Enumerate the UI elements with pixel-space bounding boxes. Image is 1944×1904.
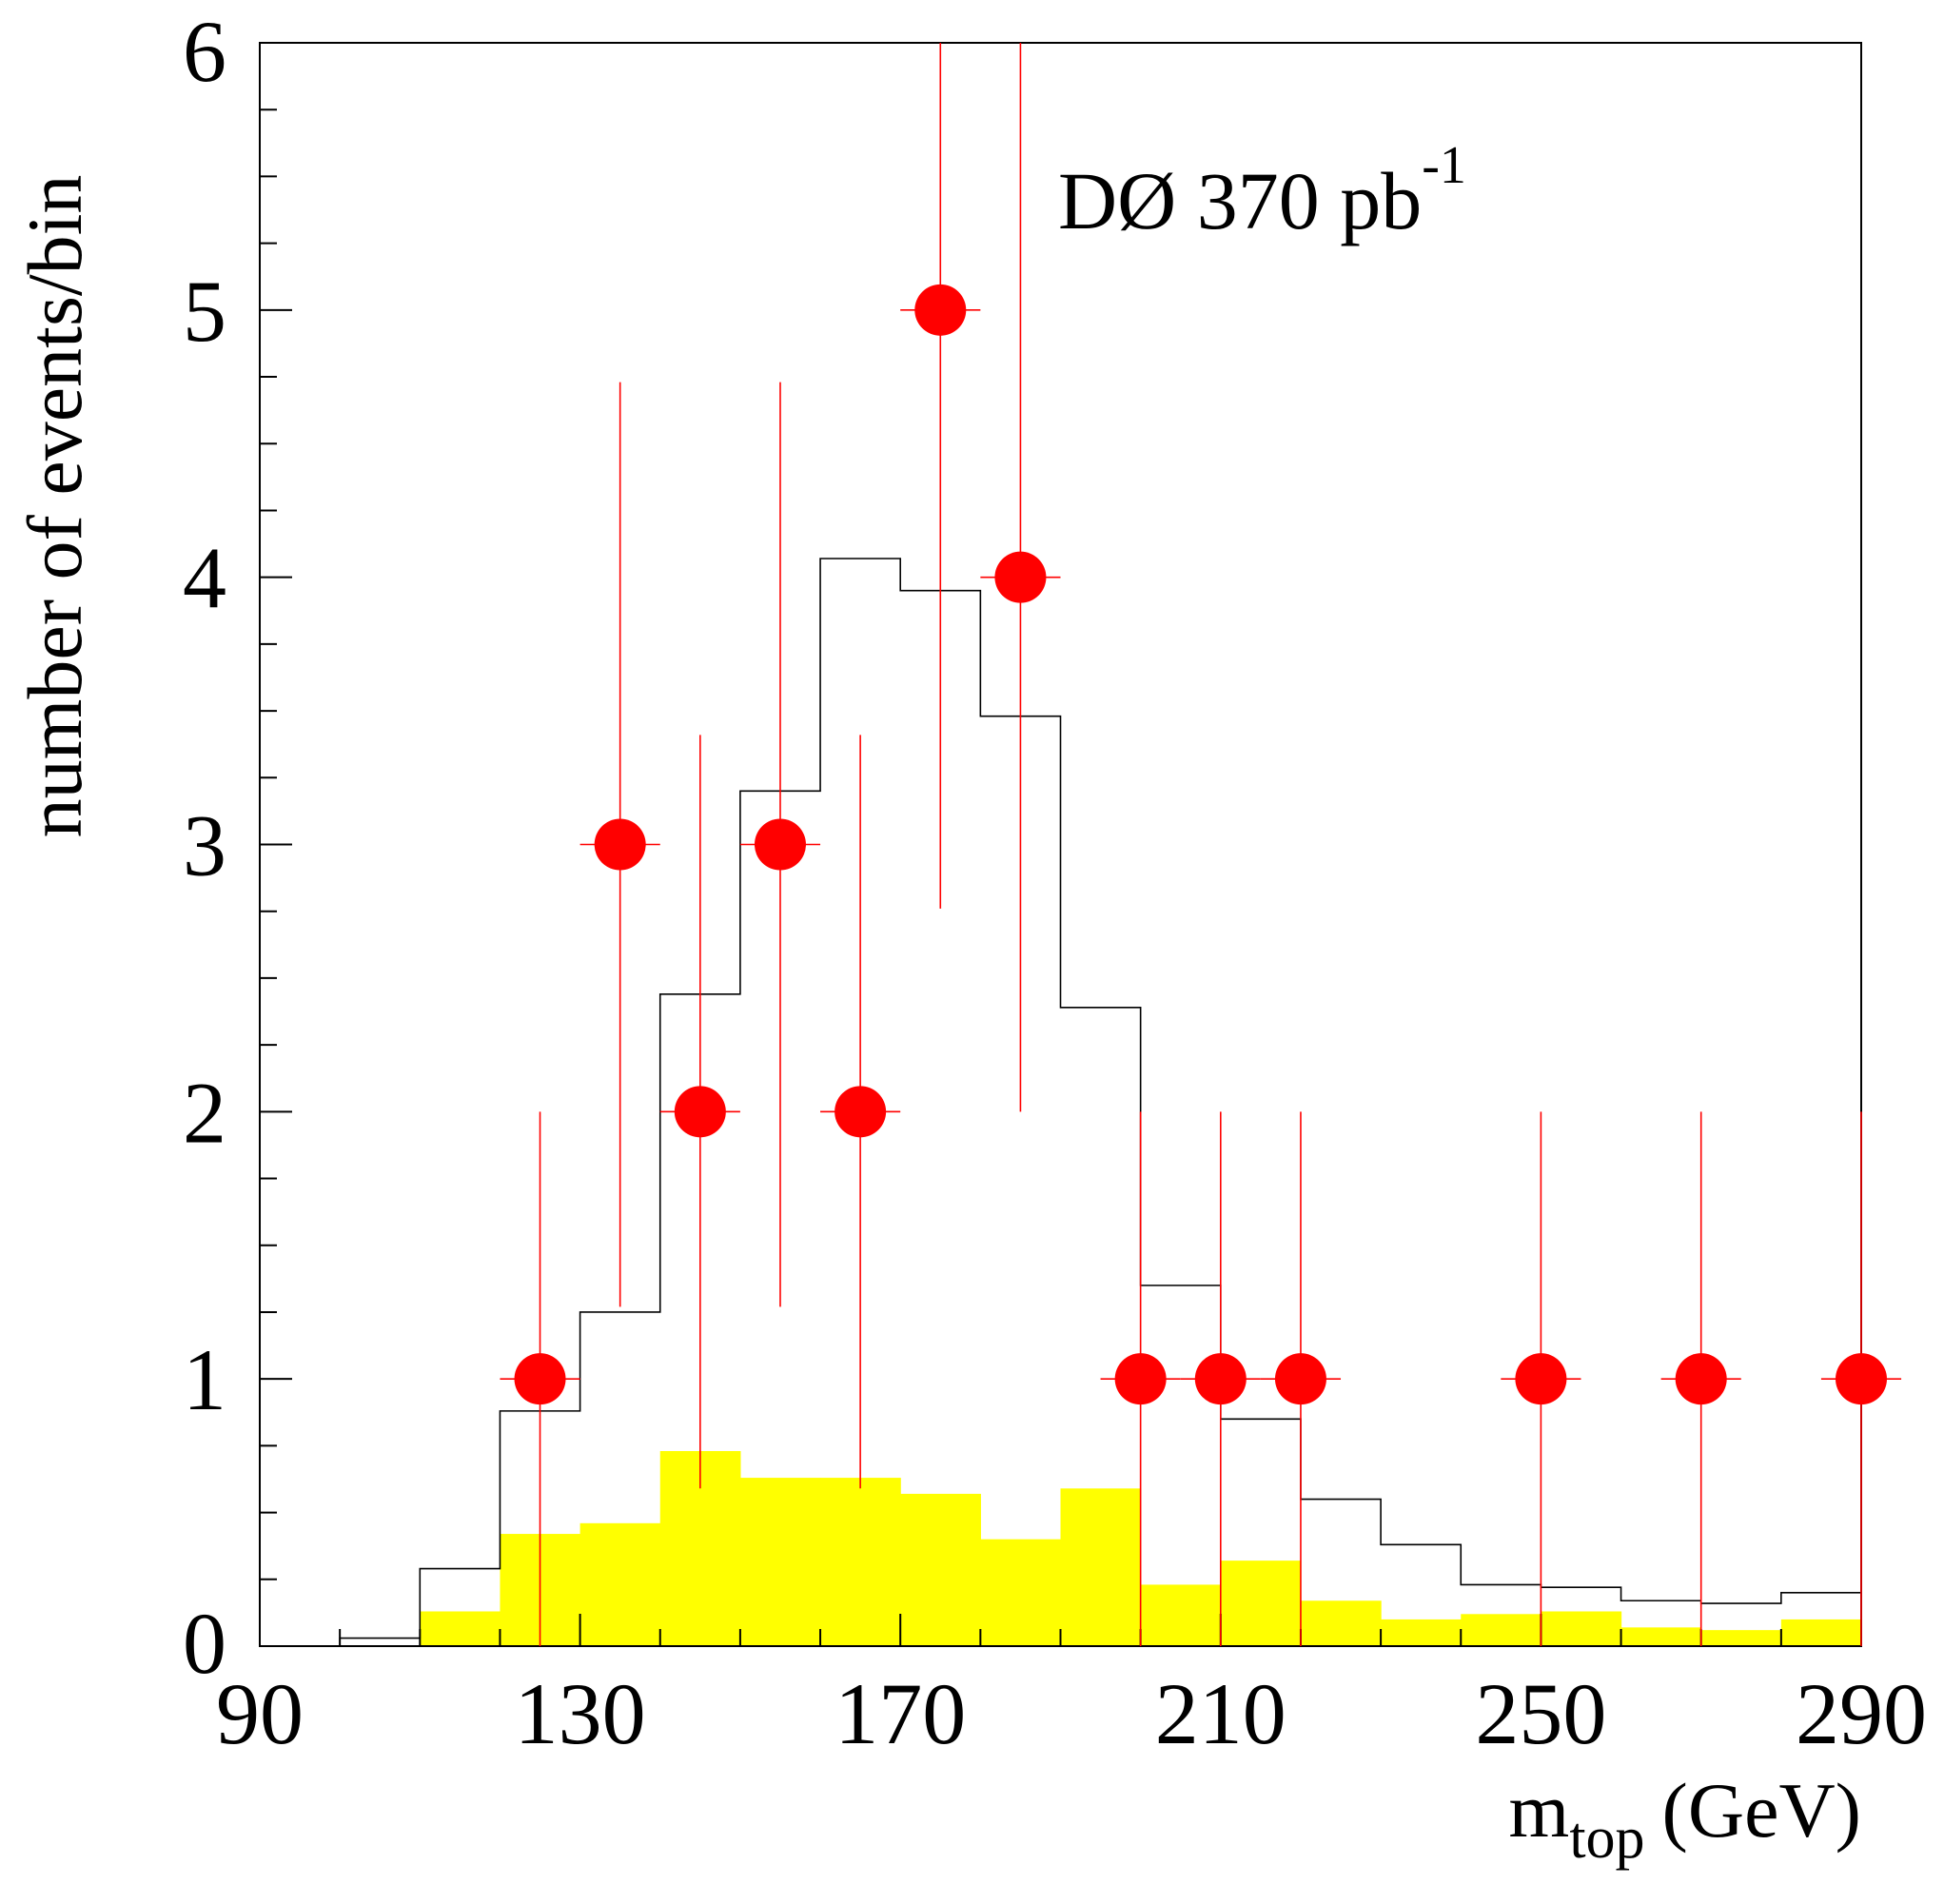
y-tick-label: 2 — [183, 1064, 226, 1161]
experiment-annotation: DØ 370 pb-1 — [1058, 136, 1466, 246]
y-tick-label: 0 — [183, 1595, 226, 1692]
plot-frame — [259, 42, 1862, 1647]
xlabel-subscript: top — [1569, 1806, 1644, 1871]
data-point — [579, 382, 660, 1307]
data-point — [820, 735, 901, 1489]
data-marker — [1515, 1353, 1567, 1405]
ylabel: number of events/bin — [11, 175, 98, 838]
background-bin — [739, 1478, 821, 1646]
data-marker — [674, 1086, 726, 1138]
background-bin — [1381, 1619, 1462, 1646]
y-tick-label: 5 — [183, 263, 226, 360]
data-point — [1100, 1111, 1181, 1646]
annotation-superscript: -1 — [1422, 136, 1466, 195]
background-bin — [1220, 1560, 1302, 1646]
data-marker — [514, 1353, 566, 1405]
data-point — [739, 382, 821, 1307]
data-marker — [594, 818, 646, 871]
tick-labels: 90 130 170 210 250 290 0 1 2 3 4 5 6 — [183, 3, 1927, 1762]
data-marker — [914, 284, 967, 336]
data-marker — [1194, 1353, 1247, 1405]
data-point — [500, 1111, 580, 1646]
x-tick-label: 90 — [216, 1665, 304, 1762]
background-bin — [1700, 1630, 1782, 1646]
data-point — [1260, 1111, 1342, 1646]
data-point — [1660, 1111, 1741, 1646]
background-bin — [1620, 1627, 1702, 1646]
xlabel-main: m — [1509, 1767, 1570, 1854]
data-marker — [754, 818, 806, 871]
data-marker — [994, 551, 1047, 603]
data-point — [659, 735, 740, 1489]
data-point — [980, 43, 1061, 1112]
background-bin — [1780, 1619, 1862, 1646]
x-tick-label: 250 — [1475, 1665, 1606, 1762]
data-point — [1820, 1111, 1902, 1646]
background-bin — [1461, 1614, 1541, 1646]
data-marker — [1836, 1353, 1887, 1405]
data-point — [900, 43, 981, 909]
background-bin — [820, 1478, 901, 1646]
background-bin — [1140, 1584, 1222, 1646]
y-tick-label: 1 — [183, 1331, 226, 1428]
data-point — [1501, 1111, 1581, 1646]
xlabel-unit: (GeV) — [1662, 1767, 1861, 1854]
x-tick-label: 290 — [1796, 1665, 1927, 1762]
background-bin — [1300, 1600, 1382, 1646]
xlabel: mtop (GeV) — [1509, 1767, 1861, 1871]
background-bin — [900, 1493, 981, 1646]
background-bin — [980, 1539, 1062, 1646]
background-bin — [1541, 1611, 1622, 1646]
y-tick-label: 6 — [183, 3, 226, 100]
data-point — [1180, 1111, 1261, 1646]
x-tick-label: 170 — [835, 1665, 966, 1762]
background-bin — [420, 1611, 501, 1646]
y-tick-label: 3 — [183, 797, 226, 894]
expected-histogram-line — [260, 558, 1861, 1647]
annotation-text: DØ 370 pb — [1058, 155, 1422, 246]
data-points — [500, 43, 1902, 1646]
data-marker — [1114, 1353, 1167, 1405]
background-bin — [579, 1522, 661, 1646]
data-marker — [1675, 1353, 1727, 1405]
data-marker — [1274, 1353, 1326, 1405]
data-marker — [835, 1086, 887, 1138]
y-tick-label: 4 — [183, 530, 226, 627]
x-tick-label: 130 — [515, 1665, 646, 1762]
expected-histogram — [260, 558, 1861, 1647]
background-bin — [1060, 1488, 1142, 1646]
x-tick-label: 210 — [1155, 1665, 1286, 1762]
